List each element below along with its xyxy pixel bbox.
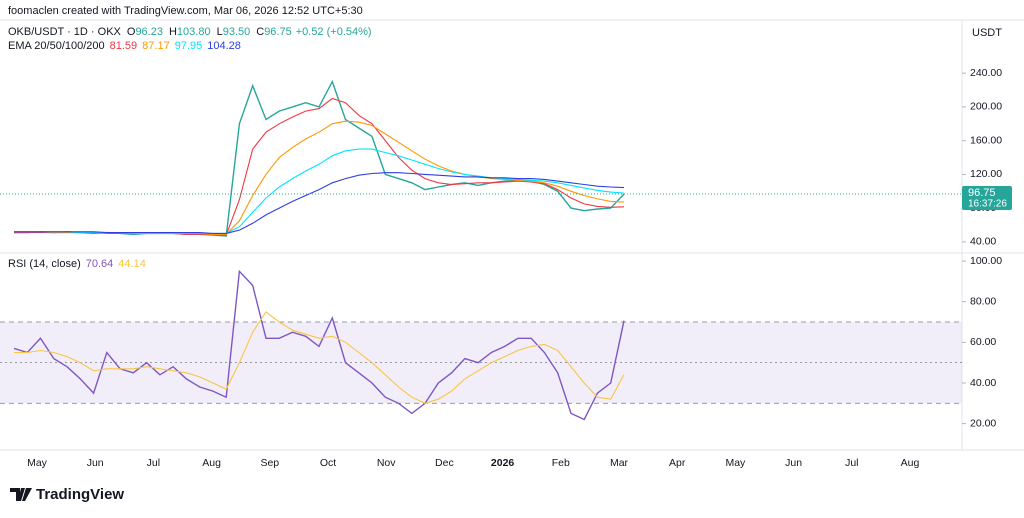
- indicator: RSI (14, close): [8, 258, 81, 270]
- logo-text: TradingView: [36, 486, 124, 503]
- ohlc-value: 103.80: [177, 26, 211, 38]
- ema-value: 81.59: [110, 40, 138, 52]
- indicator-line: [13, 269, 625, 421]
- x-tick-label: Apr: [669, 457, 686, 469]
- ohlc-value: 96.75: [264, 26, 292, 38]
- ohlc-value: 93.50: [223, 26, 251, 38]
- y-tick-label: 240.00: [970, 67, 1002, 79]
- y-tick-label: 40.00: [970, 377, 996, 389]
- indicator-line: [14, 311, 625, 404]
- currency: USDT: [972, 27, 1002, 39]
- x-tick-label: Dec: [435, 457, 454, 469]
- y-tick-label: 200.00: [970, 101, 1002, 113]
- ema-value: 104.28: [207, 40, 241, 52]
- indicator-line: [14, 172, 625, 234]
- x-tick-label: Oct: [320, 457, 336, 469]
- x-tick-label: Aug: [901, 457, 920, 469]
- ema-legend: EMA 20/50/100/200 81.59 87.17 97.95 104.28: [8, 40, 241, 52]
- logo-mark: [10, 488, 32, 501]
- y-tick-label: 120.00: [970, 168, 1002, 180]
- ohlc-value: 96.23: [135, 26, 163, 38]
- y-tick-label: 60.00: [970, 336, 996, 348]
- y-tick-label: 160.00: [970, 134, 1002, 146]
- x-tick-label: Jul: [147, 457, 160, 469]
- x-tick-label: Aug: [202, 457, 221, 469]
- indicator: EMA 20/50/100/200: [8, 40, 105, 52]
- change: +0.52 (+0.54%): [296, 26, 372, 38]
- x-tick-label: 2026: [491, 457, 515, 469]
- y-tick-label: 80.00: [970, 296, 996, 308]
- logo: TradingView: [10, 486, 124, 503]
- x-tick-label: May: [725, 457, 746, 469]
- ohlc-key: H: [169, 26, 177, 38]
- x-tick-label: Jul: [845, 457, 858, 469]
- rsi-legend: RSI (14, close) 70.64 44.14: [8, 258, 146, 270]
- price-legend: OKB/USDT · 1D · OKX O96.23 H103.80 L93.50 C9…: [8, 26, 372, 38]
- rsi-value: 44.14: [118, 258, 146, 270]
- x-tick-label: Nov: [377, 457, 396, 469]
- y-tick-label: 20.00: [970, 417, 996, 429]
- ema-value: 87.17: [142, 40, 170, 52]
- credit: foomaclen created with TradingView.com, …: [8, 5, 363, 17]
- x-tick-label: Sep: [260, 457, 279, 469]
- countdown: 16:37:26: [968, 199, 1007, 210]
- ohlc-key: O: [127, 26, 136, 38]
- symbol: OKB/USDT · 1D · OKX: [8, 26, 122, 38]
- y-tick-label: 40.00: [970, 236, 996, 248]
- x-tick-label: Mar: [610, 457, 629, 469]
- ohlc-key: C: [256, 26, 264, 38]
- x-tick-label: Jun: [785, 457, 802, 469]
- x-tick-label: May: [27, 457, 48, 469]
- indicator-line: [14, 97, 625, 236]
- rsi-value: 70.64: [86, 258, 114, 270]
- price-label: 96.75: [968, 187, 996, 199]
- ema-value: 97.95: [175, 40, 203, 52]
- x-tick-label: Jun: [87, 457, 104, 469]
- y-tick-label: 100.00: [970, 255, 1002, 267]
- price-label-box: [962, 186, 1012, 210]
- ohlc-key: L: [217, 26, 223, 38]
- x-tick-label: Feb: [552, 457, 570, 469]
